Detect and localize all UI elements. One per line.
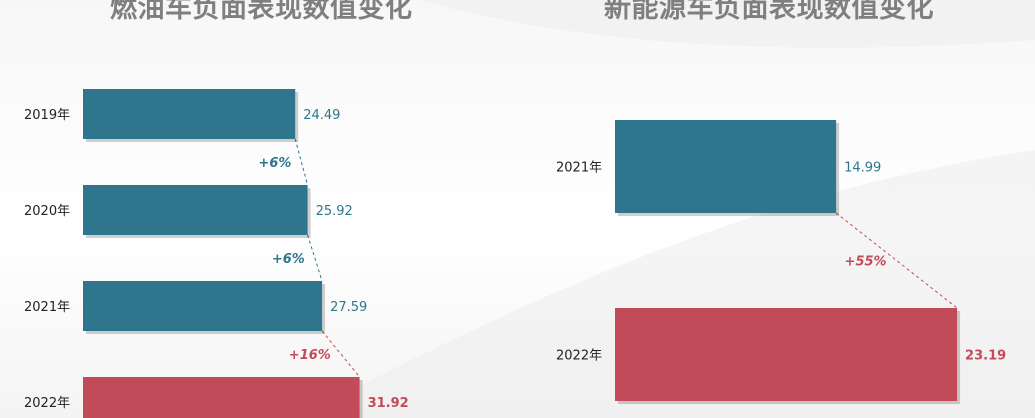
chart-title-nev: 新能源车负面表现数值变化 [604,0,934,24]
value-label: 24.49 [303,108,340,123]
bar [83,185,308,235]
change-label: +6% [258,156,291,171]
connector-line [307,234,323,282]
chart-title-fuel: 燃油车负面表现数值变化 [110,0,413,24]
category-label: 2019年 [24,108,70,123]
connector-line [835,212,958,309]
category-label: 2022年 [556,349,602,364]
bar [83,281,323,331]
change-label: +55% [845,255,887,270]
value-label: 27.59 [330,300,367,315]
change-label: +16% [289,348,331,363]
value-label: 14.99 [844,161,881,176]
bar [83,377,360,418]
category-label: 2021年 [556,161,602,176]
value-label: 25.92 [316,204,353,219]
connector-line [294,138,309,186]
bar [615,120,837,213]
category-label: 2021年 [24,300,70,315]
connector-line [321,330,360,378]
category-label: 2022年 [24,396,70,411]
category-label: 2020年 [24,204,70,219]
bar [615,308,958,401]
value-label: 31.92 [368,396,409,411]
bar [83,89,296,139]
value-label: 23.19 [965,349,1006,364]
change-label: +6% [272,252,305,267]
